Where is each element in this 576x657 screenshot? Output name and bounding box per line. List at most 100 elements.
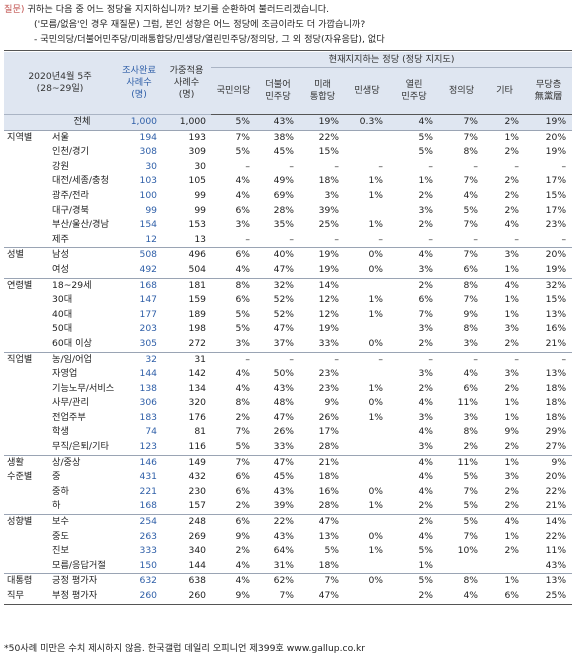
table-row: 부산/울산/경남 154 153 3% 35% 25% 1% 2% 7% 4% 23% bbox=[4, 218, 572, 233]
party-value: 1% bbox=[368, 308, 384, 320]
party-value: 13% bbox=[525, 573, 573, 589]
party-value: 1% bbox=[368, 382, 384, 394]
row-label: 무직/은퇴/기타 bbox=[52, 441, 109, 453]
party-value: 4% bbox=[439, 589, 485, 605]
party-value: 43% bbox=[273, 382, 295, 394]
row-group bbox=[4, 145, 48, 160]
party-value: – bbox=[428, 233, 434, 245]
table-header: 2020년4월 5주 (28~29일) 조사완료 사례수 (명) 가중적용 사례수 (명)… bbox=[4, 52, 573, 115]
party-value: 2% bbox=[389, 589, 440, 605]
weighted-count: 31 bbox=[162, 351, 212, 368]
header-surveyed-l1: 조사완료 bbox=[122, 65, 156, 76]
party-value: 7% bbox=[256, 589, 301, 605]
party-value: – bbox=[345, 351, 390, 368]
party-value: 7% bbox=[463, 485, 479, 497]
header-weighted-l1: 가중적용 bbox=[169, 65, 204, 76]
party-value: – bbox=[473, 160, 479, 172]
party-value: 2% bbox=[389, 277, 440, 294]
row-group bbox=[4, 382, 48, 397]
table-row: 60대 이상 305 272 3% 37% 33% 0% 2% 3% 2% 21% bbox=[4, 337, 572, 352]
weighted-count: 340 bbox=[188, 545, 207, 557]
party-value: 5% bbox=[324, 545, 340, 557]
party-value: 45% bbox=[273, 146, 295, 158]
row-group: 대통령 bbox=[4, 573, 48, 589]
weighted-count: 13 bbox=[194, 233, 207, 245]
party-value: 17% bbox=[545, 175, 567, 187]
row-label: 모름/응답거절 bbox=[52, 559, 106, 571]
party-value: 11% bbox=[439, 454, 485, 471]
row-group bbox=[4, 337, 48, 352]
weighted-count: 504 bbox=[188, 263, 207, 275]
weighted-count: 309 bbox=[188, 146, 207, 158]
party-value: 2% bbox=[418, 337, 434, 349]
header-party-4: 열린 민주당 bbox=[389, 67, 440, 115]
party-value: 7% bbox=[463, 294, 479, 306]
party-value: 20% bbox=[525, 247, 573, 263]
party-value: 7% bbox=[439, 114, 485, 131]
table-row: 광주/전라 100 99 4% 69% 3% 1% 2% 4% 2% 15% bbox=[4, 189, 572, 204]
party-value: 5% bbox=[389, 129, 440, 146]
row-label: 부정 평가자 bbox=[48, 589, 117, 605]
party-value: 8% bbox=[463, 146, 479, 158]
party-value: 20% bbox=[525, 129, 573, 146]
row-label: 전업주부 bbox=[52, 411, 86, 423]
party-value: 5% bbox=[463, 471, 479, 483]
table-row: 기능노무/서비스 138 134 4% 43% 23% 1% 2% 6% 2% 18% bbox=[4, 382, 572, 397]
party-value: 3% bbox=[418, 323, 434, 335]
table-row: 사무/관리 306 320 8% 48% 9% 0% 4% 11% 1% 18% bbox=[4, 396, 572, 411]
weighted-count: 105 bbox=[188, 175, 207, 187]
party-value: 32% bbox=[525, 277, 573, 294]
surveyed-count: 138 bbox=[139, 382, 158, 394]
header-party-name: 기타 bbox=[496, 85, 513, 96]
party-value: 4% bbox=[463, 189, 479, 201]
surveyed-count: 168 bbox=[139, 500, 158, 512]
party-value: 19% bbox=[318, 263, 340, 275]
row-group bbox=[4, 411, 48, 426]
row-group: 직업별 bbox=[4, 351, 48, 368]
surveyed-count: 30 bbox=[145, 160, 158, 172]
party-value: 7% bbox=[463, 219, 479, 231]
party-value: 32% bbox=[256, 277, 301, 294]
party-value: 8% bbox=[463, 323, 479, 335]
table-row: 중하 221 230 6% 43% 16% 0% 4% 7% 2% 22% bbox=[4, 485, 572, 500]
party-value: 7% bbox=[463, 530, 479, 542]
header-party-name: 국민의당 bbox=[216, 85, 251, 96]
surveyed-count: 254 bbox=[116, 514, 163, 530]
row-group bbox=[4, 189, 48, 204]
row-label: 50대 bbox=[52, 323, 73, 335]
party-value: 14% bbox=[300, 277, 346, 294]
party-value: 1% bbox=[504, 530, 520, 542]
party-value: – bbox=[389, 351, 440, 368]
party-value: 43% bbox=[545, 559, 567, 571]
party-value: 17% bbox=[545, 204, 567, 216]
row-label: 60대 이상 bbox=[52, 337, 92, 349]
party-value: 7% bbox=[418, 308, 434, 320]
row-group bbox=[4, 544, 48, 559]
row-group bbox=[4, 308, 48, 323]
surveyed-count: 260 bbox=[116, 589, 163, 605]
header-party-name-line2: 통합당 bbox=[309, 91, 336, 102]
row-group bbox=[4, 485, 48, 500]
party-value: 1% bbox=[504, 397, 520, 409]
party-value: 1% bbox=[484, 573, 526, 589]
surveyed-count: 123 bbox=[139, 441, 158, 453]
party-value: 1% bbox=[368, 500, 384, 512]
top-rule bbox=[4, 50, 572, 51]
party-value: 18% bbox=[318, 559, 340, 571]
weighted-count: 99 bbox=[194, 204, 207, 216]
party-value: 12% bbox=[318, 308, 340, 320]
total-row: 전체 1,000 1,000 5% 43% 19% 0.3% 4% 7% 2% 19% bbox=[4, 114, 573, 131]
header-party-2: 미래 통합당 bbox=[300, 67, 346, 115]
party-value: 5% bbox=[235, 441, 251, 453]
party-value: 5% bbox=[211, 114, 257, 131]
surveyed-count: 177 bbox=[139, 308, 158, 320]
row-group bbox=[4, 218, 48, 233]
party-value bbox=[345, 454, 390, 471]
party-value: 2% bbox=[235, 500, 251, 512]
weighted-count: 30 bbox=[194, 160, 207, 172]
header-surveyed-l3: (명) bbox=[131, 89, 147, 100]
party-value: 7% bbox=[300, 573, 346, 589]
party-value: 48% bbox=[273, 397, 295, 409]
row-label: 부산/울산/경남 bbox=[52, 219, 109, 231]
row-label: 대구/경북 bbox=[52, 204, 89, 216]
